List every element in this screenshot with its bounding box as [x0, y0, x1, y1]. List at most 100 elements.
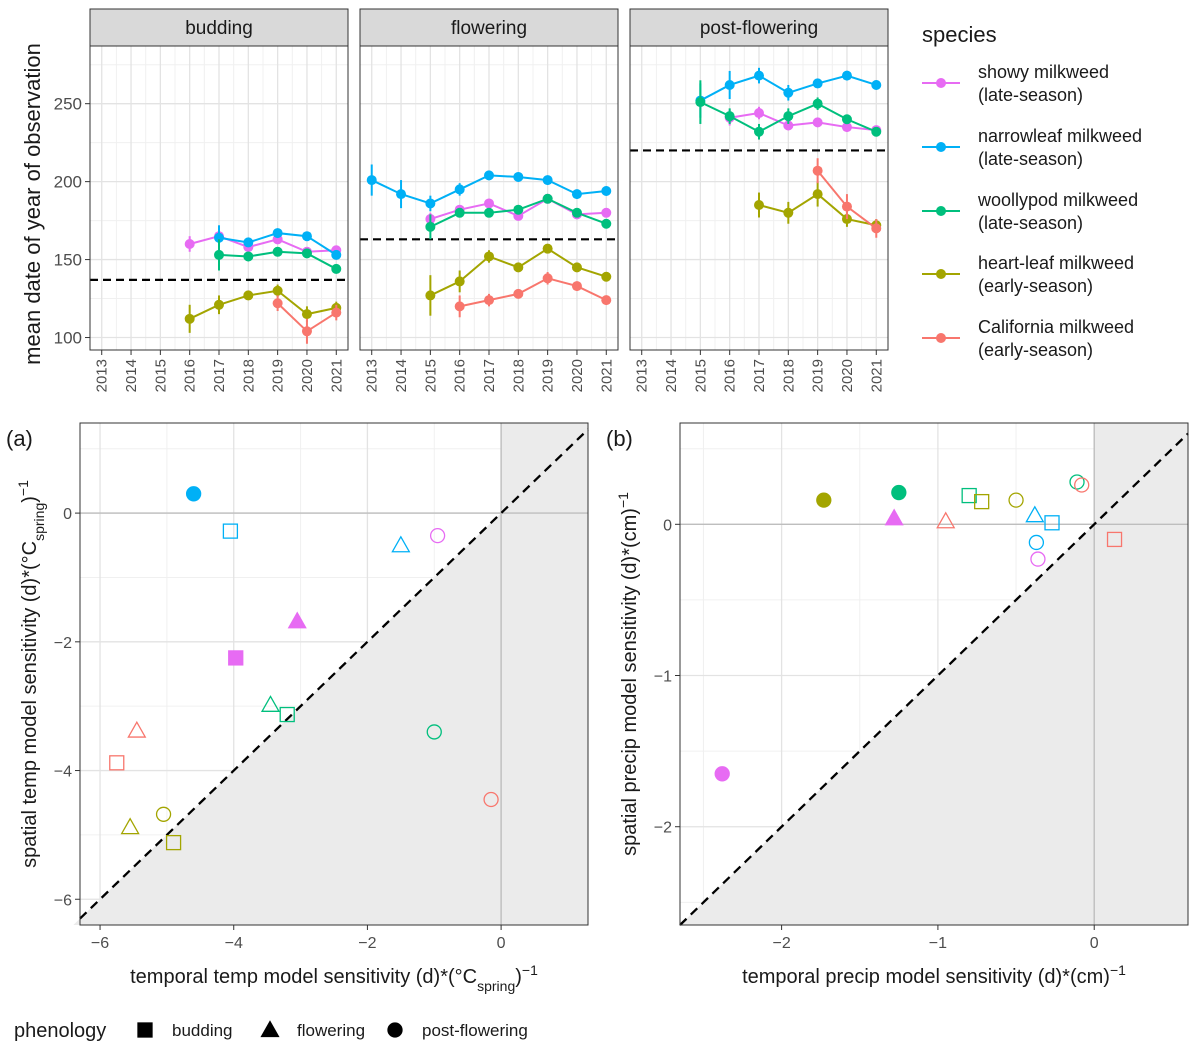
point-woollypod-budding [279, 706, 295, 723]
data-point [214, 232, 224, 243]
data-point [366, 175, 377, 186]
x-tick-label: −4 [225, 935, 243, 952]
x-tick-label: −1 [929, 935, 947, 952]
phenology-legend-item-post-flowering: post-flowering [387, 1021, 528, 1040]
top-line-chart: budding 2013 2014 2015 2016 2017 2018 2019 2020 2… [20, 8, 889, 392]
x-tick-label: 2020 [839, 359, 856, 392]
legend-label: showy milkweed [978, 62, 1109, 82]
facet-strip [629, 8, 889, 47]
data-point [331, 307, 342, 318]
facet-label: post-flowering [700, 18, 818, 39]
data-point [571, 281, 582, 292]
x-tick-label: 2014 [663, 359, 680, 392]
x-tick-label: −2 [358, 935, 376, 952]
x-tick-label: 2016 [722, 359, 739, 392]
data-point [571, 189, 582, 200]
data-point [484, 198, 494, 209]
point-heartleaf-post-flowering [816, 492, 832, 508]
phenology-legend-label: flowering [297, 1021, 365, 1040]
legend-sublabel: (late-season) [978, 213, 1083, 233]
point-narrowleaf-flowering [391, 535, 411, 553]
y-tick-label: 150 [54, 251, 82, 270]
data-point [331, 249, 342, 260]
facet-border [359, 45, 619, 351]
data-point [331, 263, 342, 274]
facet-strip [359, 8, 619, 47]
data-point [184, 313, 195, 324]
legend-title: species [922, 22, 997, 47]
data-point [812, 117, 823, 128]
data-point [484, 295, 494, 306]
x-tick-label: 2015 [692, 359, 709, 392]
legend-dot [936, 206, 946, 216]
x-tick-label: 2020 [299, 359, 316, 392]
data-point [601, 271, 612, 282]
x-tick-label: 2016 [452, 359, 469, 392]
data-point [513, 171, 524, 182]
series-california [812, 158, 882, 238]
x-tick-label: −6 [91, 935, 109, 952]
x-tick-label: 2018 [780, 359, 797, 392]
shaded-region [73, 423, 588, 925]
data-point [783, 120, 794, 131]
x-tick-label: 2020 [569, 359, 586, 392]
data-point [871, 223, 882, 234]
legend-sublabel: (late-season) [978, 149, 1083, 169]
x-tick-label: 2021 [868, 359, 885, 392]
data-point [754, 70, 764, 81]
legend-label: heart-leaf milkweed [978, 253, 1134, 273]
data-point [272, 246, 283, 257]
x-tick-label: 2018 [510, 359, 527, 392]
data-point [841, 201, 852, 212]
data-point [812, 189, 823, 200]
data-point [812, 165, 823, 176]
point-showy-budding [228, 650, 244, 666]
data-point [542, 175, 553, 186]
x-tick-label: 2016 [182, 359, 199, 392]
data-point [272, 298, 283, 309]
legend-label: California milkweed [978, 317, 1134, 337]
y-axis-title-part: ) [19, 496, 41, 503]
legend-triangle-icon [260, 1020, 280, 1038]
point-narrowleaf-budding [222, 523, 239, 539]
y-axis-title-part: spring [31, 503, 47, 541]
data-point [841, 70, 852, 81]
data-point [396, 189, 407, 200]
data-point [301, 231, 312, 242]
legend-sublabel: (late-season) [978, 85, 1083, 105]
panel-label: (a) [6, 426, 33, 451]
x-tick-label: 2017 [481, 359, 498, 392]
x-tick-label: 2019 [270, 359, 287, 392]
point-woollypod-post-flowering [1069, 474, 1085, 490]
y-tick-label: 0 [663, 517, 672, 534]
data-point [542, 193, 553, 204]
x-axis-title-part: ) [515, 966, 522, 988]
facet-strip [89, 8, 349, 47]
data-point [484, 170, 494, 181]
data-point [601, 218, 612, 229]
phenology-legend-item-budding: budding [137, 1021, 233, 1040]
panel-label: (b) [606, 426, 633, 451]
data-point [812, 98, 823, 109]
phenology-legend-title: phenology [14, 1020, 106, 1042]
phenology-legend: phenology budding flowering post-flowering [14, 1020, 528, 1042]
point-showy-post-flowering [1030, 551, 1046, 567]
data-point [454, 301, 465, 312]
shaded-region [680, 423, 1188, 925]
series-california [272, 295, 342, 344]
y-tick-label: −6 [54, 892, 72, 909]
data-point [571, 207, 582, 218]
phenology-legend-label: post-flowering [422, 1021, 528, 1040]
data-point [513, 288, 524, 299]
data-point [754, 200, 764, 211]
facet-label: flowering [451, 18, 527, 39]
legend-sublabel: (early-season) [978, 276, 1093, 296]
legend-dot [936, 78, 946, 88]
point-woollypod-budding [961, 487, 977, 504]
data-point [243, 290, 254, 301]
data-point [724, 111, 735, 122]
identity-line [79, 428, 589, 920]
legend-circle-icon [387, 1022, 403, 1038]
